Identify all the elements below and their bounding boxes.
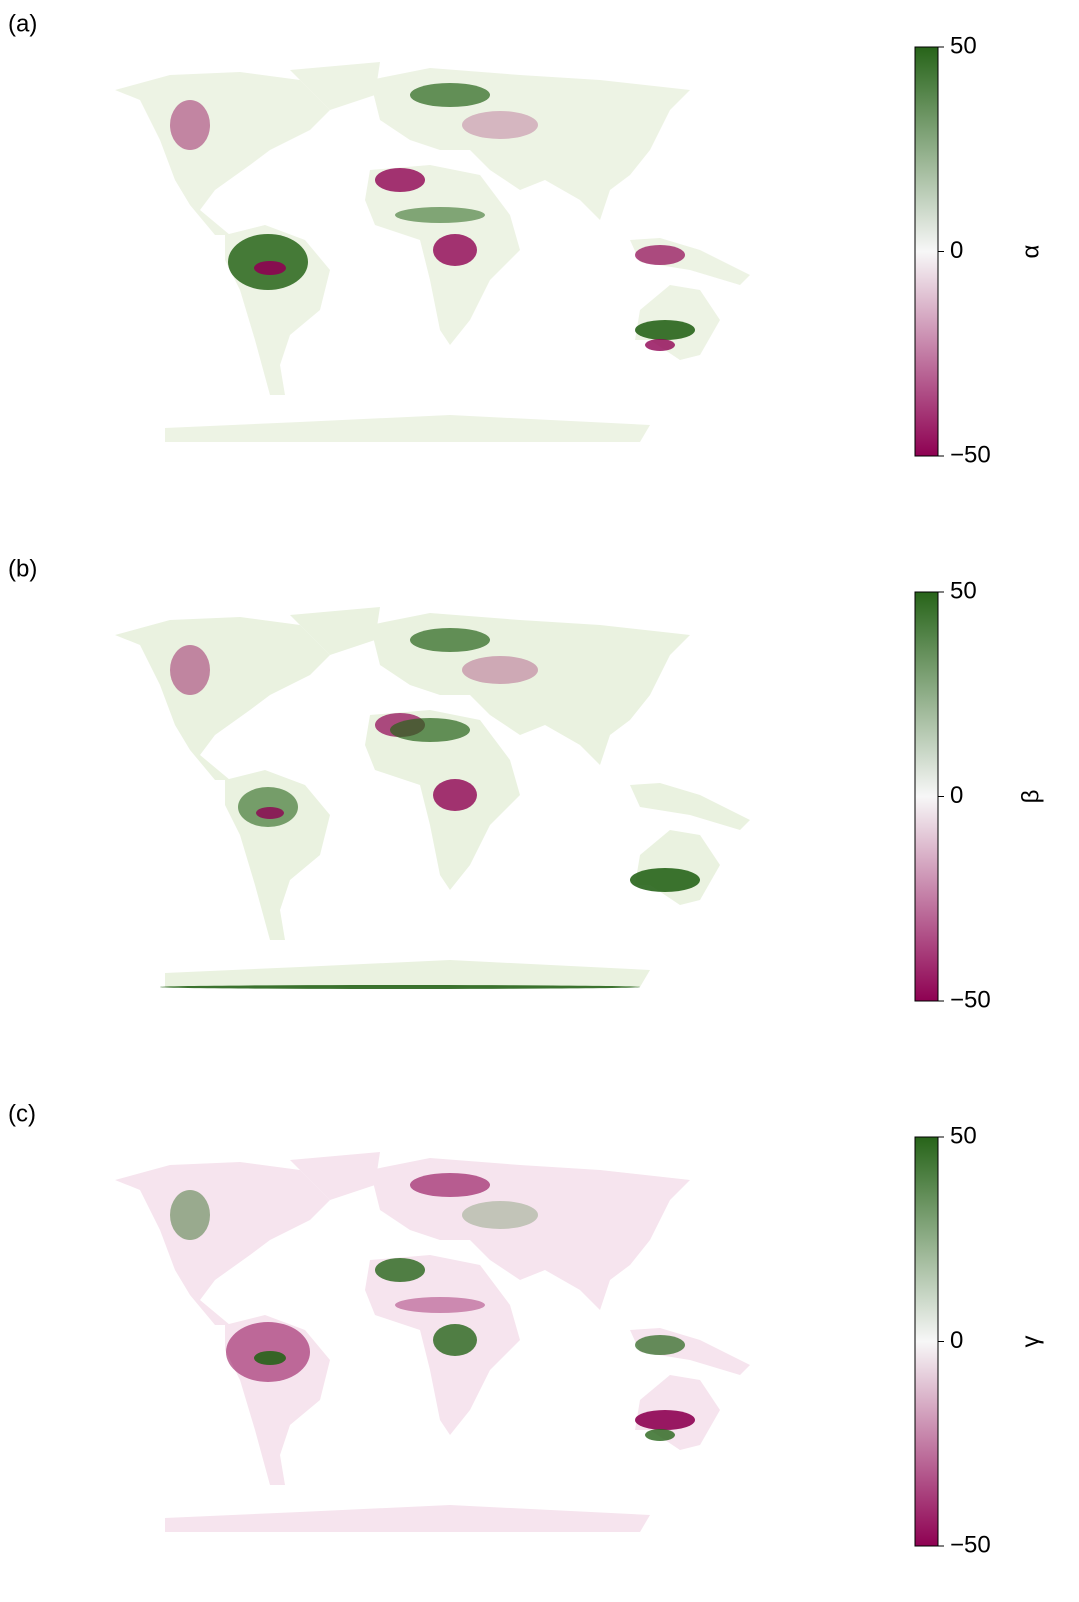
map-region [170, 645, 210, 695]
colorbar-label: β [1017, 790, 1044, 804]
map-region [462, 656, 538, 684]
map-region [395, 1297, 485, 1313]
map-region [635, 245, 685, 265]
land [165, 1505, 650, 1532]
land [635, 830, 720, 905]
tick-label: −50 [950, 441, 991, 468]
map-panel [115, 1152, 750, 1532]
map-region [630, 868, 700, 892]
map-region [395, 207, 485, 223]
map-region [390, 718, 470, 742]
map-region [462, 111, 538, 139]
map-region [375, 168, 425, 192]
land [290, 1152, 380, 1200]
land [115, 1162, 330, 1325]
map-region [410, 83, 490, 107]
tick-label: 50 [950, 577, 977, 604]
tick-label: 0 [950, 782, 963, 809]
land [630, 783, 750, 830]
map-region [254, 261, 286, 275]
tick-label: 50 [950, 32, 977, 59]
map-region [410, 628, 490, 652]
tick-label: 0 [950, 1327, 963, 1354]
colorbar-label: α [1017, 244, 1044, 258]
map-region [170, 100, 210, 150]
map-region [238, 787, 298, 827]
map-region [635, 320, 695, 340]
colorbar [914, 591, 939, 1002]
land [115, 72, 330, 235]
map-region [635, 1335, 685, 1355]
map-region [635, 1410, 695, 1430]
land [290, 607, 380, 655]
map-region [170, 1190, 210, 1240]
map-region [160, 985, 640, 989]
map-region [254, 1351, 286, 1365]
panel-label: (a) [8, 10, 37, 37]
map-region [645, 339, 675, 351]
tick-label: 50 [950, 1122, 977, 1149]
tick-label: −50 [950, 1531, 991, 1558]
colorbar [914, 46, 939, 457]
map-panel [115, 62, 750, 442]
map-region [645, 1429, 675, 1441]
map-region [375, 1258, 425, 1282]
land [115, 617, 330, 780]
colorbar [914, 1136, 939, 1547]
map-region [433, 779, 477, 811]
land [290, 62, 380, 110]
map-region [433, 234, 477, 266]
panel-label: (b) [8, 555, 37, 582]
map-region [256, 807, 284, 819]
map-panel [115, 607, 750, 989]
land [165, 415, 650, 442]
tick-label: −50 [950, 986, 991, 1013]
colorbar-label: γ [1017, 1336, 1044, 1348]
panel-label: (c) [8, 1100, 36, 1127]
map-region [462, 1201, 538, 1229]
land [165, 960, 650, 987]
map-region [410, 1173, 490, 1197]
map-region [433, 1324, 477, 1356]
tick-label: 0 [950, 237, 963, 264]
